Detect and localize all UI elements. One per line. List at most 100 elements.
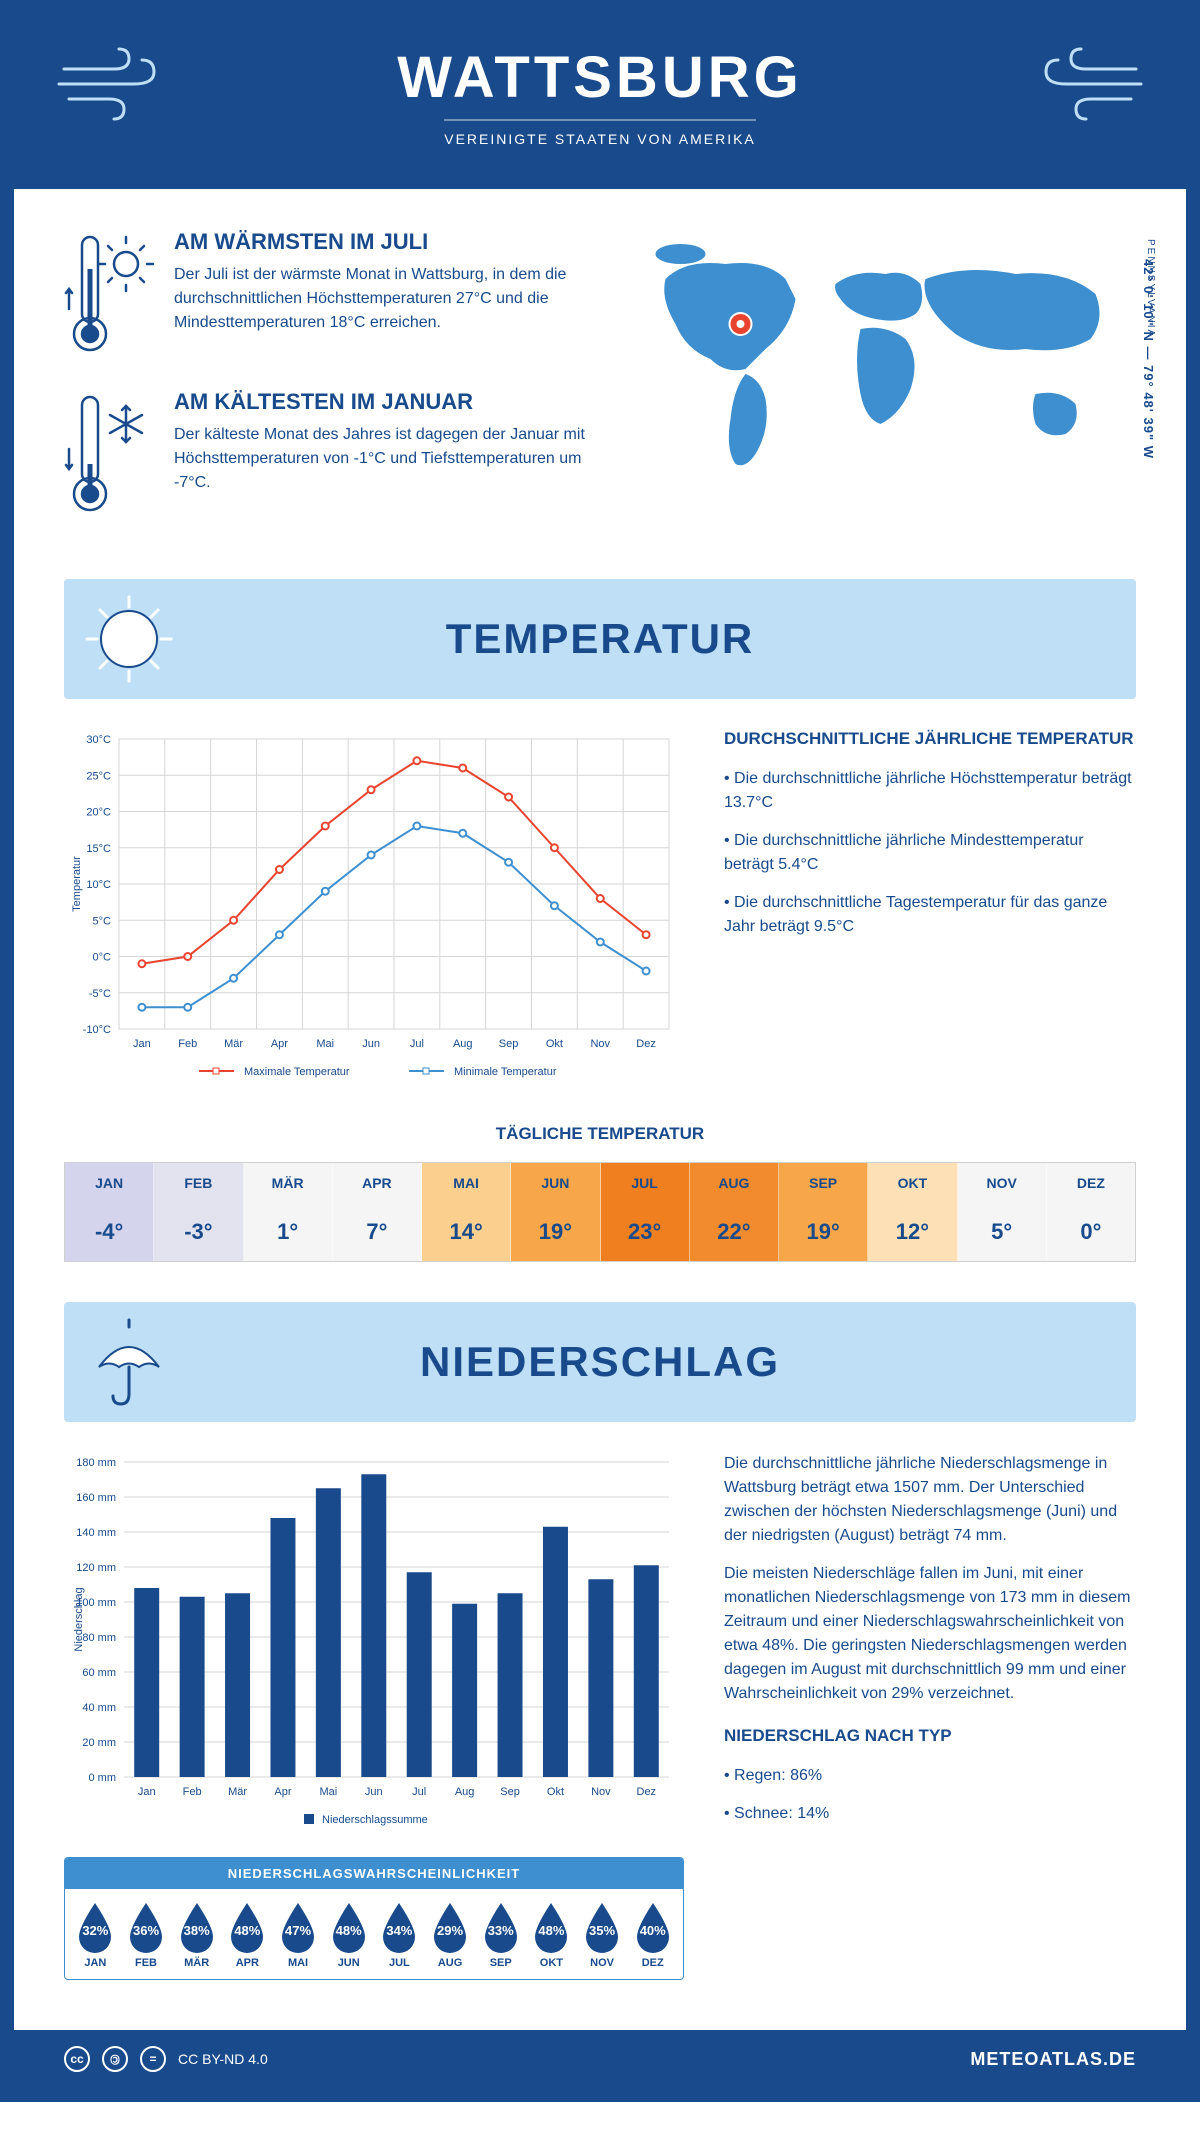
svg-text:Temperatur: Temperatur: [71, 856, 83, 912]
daily-temperature: TÄGLICHE TEMPERATUR JAN-4°FEB-3°MÄR1°APR…: [14, 1124, 1186, 1302]
drop-cell: 29%AUG: [425, 1899, 476, 1969]
svg-text:Jun: Jun: [365, 1786, 383, 1798]
thermometer-hot-icon: [64, 229, 154, 359]
svg-text:Okt: Okt: [547, 1786, 564, 1798]
temperature-line-chart: -10°C-5°C0°C5°C10°C15°C20°C25°C30°CJanFe…: [64, 729, 684, 1089]
temp-cell: JUN19°: [511, 1163, 600, 1261]
svg-text:20 mm: 20 mm: [82, 1737, 116, 1749]
temp-cell: JAN-4°: [65, 1163, 154, 1261]
wind-icon: [54, 44, 174, 124]
umbrella-icon: [79, 1312, 179, 1412]
precipitation-bar-chart: 0 mm20 mm40 mm60 mm80 mm100 mm120 mm140 …: [64, 1452, 684, 1832]
brand: METEOATLAS.DE: [970, 2049, 1136, 2070]
svg-text:Aug: Aug: [455, 1786, 475, 1798]
svg-text:160 mm: 160 mm: [76, 1492, 116, 1504]
temperature-title: TEMPERATUR: [446, 615, 755, 663]
temp-cell: JUL23°: [601, 1163, 690, 1261]
precip-type-2: • Schnee: 14%: [724, 1802, 1136, 1826]
svg-text:Nov: Nov: [591, 1786, 611, 1798]
svg-text:30°C: 30°C: [86, 734, 111, 746]
svg-text:5°C: 5°C: [93, 915, 112, 927]
precip-p2: Die meisten Niederschläge fallen im Juni…: [724, 1562, 1136, 1706]
svg-text:Aug: Aug: [453, 1038, 473, 1050]
svg-text:-10°C: -10°C: [83, 1024, 111, 1036]
svg-text:Jul: Jul: [412, 1786, 426, 1798]
warmest-text: Der Juli ist der wärmste Monat in Wattsb…: [174, 263, 585, 335]
svg-text:80 mm: 80 mm: [82, 1632, 116, 1644]
svg-text:Jul: Jul: [410, 1038, 424, 1050]
country-subtitle: VEREINIGTE STAATEN VON AMERIKA: [444, 119, 756, 147]
precipitation-probability: NIEDERSCHLAGSWAHRSCHEINLICHKEIT 32%JAN36…: [64, 1857, 684, 1980]
drop-cell: 38%MÄR: [171, 1899, 222, 1969]
svg-text:10°C: 10°C: [86, 879, 111, 891]
svg-text:Feb: Feb: [178, 1038, 197, 1050]
precip-type-title: NIEDERSCHLAG NACH TYP: [724, 1726, 1136, 1746]
temp-cell: APR7°: [333, 1163, 422, 1261]
coldest-fact: AM KÄLTESTEN IM JANUAR Der kälteste Mona…: [64, 389, 585, 519]
temp-cell: MÄR1°: [244, 1163, 333, 1261]
svg-text:Feb: Feb: [183, 1786, 202, 1798]
svg-text:Apr: Apr: [271, 1038, 288, 1050]
svg-text:Mär: Mär: [224, 1038, 243, 1050]
wind-icon: [1026, 44, 1146, 124]
precipitation-text: Die durchschnittliche jährliche Niedersc…: [724, 1452, 1136, 1980]
temp-facts-title: DURCHSCHNITTLICHE JÄHRLICHE TEMPERATUR: [724, 729, 1136, 749]
temp-cell: OKT12°: [868, 1163, 957, 1261]
svg-text:Sep: Sep: [500, 1786, 520, 1798]
world-map: [615, 229, 1136, 489]
temperature-facts: DURCHSCHNITTLICHE JÄHRLICHE TEMPERATUR •…: [724, 729, 1136, 1094]
footer: cc 🄯 = CC BY-ND 4.0 METEOATLAS.DE: [14, 2030, 1186, 2088]
svg-text:Mär: Mär: [228, 1786, 247, 1798]
svg-text:-5°C: -5°C: [89, 988, 111, 1000]
svg-text:Niederschlag: Niederschlag: [73, 1587, 85, 1651]
svg-text:Jan: Jan: [138, 1786, 156, 1798]
temp-fact-1: • Die durchschnittliche jährliche Höchst…: [724, 767, 1136, 815]
coldest-text: Der kälteste Monat des Jahres ist dagege…: [174, 423, 585, 495]
by-icon: 🄯: [102, 2046, 128, 2072]
precip-p1: Die durchschnittliche jährliche Niedersc…: [724, 1452, 1136, 1548]
svg-text:25°C: 25°C: [86, 770, 111, 782]
svg-text:Maximale Temperatur: Maximale Temperatur: [244, 1066, 350, 1078]
drop-cell: 33%SEP: [475, 1899, 526, 1969]
nd-icon: =: [140, 2046, 166, 2072]
drop-cell: 40%DEZ: [627, 1899, 678, 1969]
city-title: WATTSBURG: [34, 44, 1166, 111]
svg-text:0°C: 0°C: [93, 952, 112, 964]
warmest-title: AM WÄRMSTEN IM JULI: [174, 229, 585, 255]
drop-cell: 48%JUN: [323, 1899, 374, 1969]
drop-cell: 36%FEB: [121, 1899, 172, 1969]
svg-text:Nov: Nov: [590, 1038, 610, 1050]
svg-text:0 mm: 0 mm: [89, 1772, 117, 1784]
svg-text:60 mm: 60 mm: [82, 1667, 116, 1679]
temp-cell: AUG22°: [690, 1163, 779, 1261]
thermometer-cold-icon: [64, 389, 154, 519]
svg-text:15°C: 15°C: [86, 843, 111, 855]
svg-text:Sep: Sep: [499, 1038, 519, 1050]
svg-text:120 mm: 120 mm: [76, 1562, 116, 1574]
svg-text:Okt: Okt: [546, 1038, 563, 1050]
warmest-fact: AM WÄRMSTEN IM JULI Der Juli ist der wär…: [64, 229, 585, 359]
svg-text:Jan: Jan: [133, 1038, 151, 1050]
temp-cell: MAI14°: [422, 1163, 511, 1261]
precipitation-section-header: NIEDERSCHLAG: [64, 1302, 1136, 1422]
drop-cell: 34%JUL: [374, 1899, 425, 1969]
drop-cell: 48%OKT: [526, 1899, 577, 1969]
precip-type-1: • Regen: 86%: [724, 1764, 1136, 1788]
intro-section: AM WÄRMSTEN IM JULI Der Juli ist der wär…: [14, 189, 1186, 579]
svg-text:140 mm: 140 mm: [76, 1527, 116, 1539]
svg-text:180 mm: 180 mm: [76, 1457, 116, 1469]
temp-cell: DEZ0°: [1047, 1163, 1135, 1261]
svg-text:Apr: Apr: [274, 1786, 291, 1798]
coordinates: 42° 0' 10" N — 79° 48' 39" W: [1141, 259, 1156, 459]
drop-cell: 48%APR: [222, 1899, 273, 1969]
svg-text:Jun: Jun: [362, 1038, 380, 1050]
infographic-page: WATTSBURG VEREINIGTE STAATEN VON AMERIKA: [0, 0, 1200, 2102]
temp-cell: FEB-3°: [154, 1163, 243, 1261]
daily-temp-title: TÄGLICHE TEMPERATUR: [64, 1124, 1136, 1144]
license-text: CC BY-ND 4.0: [178, 2051, 268, 2067]
precipitation-title: NIEDERSCHLAG: [420, 1338, 780, 1386]
svg-text:Minimale Temperatur: Minimale Temperatur: [454, 1066, 557, 1078]
svg-text:40 mm: 40 mm: [82, 1702, 116, 1714]
drop-cell: 47%MAI: [273, 1899, 324, 1969]
temp-cell: SEP19°: [779, 1163, 868, 1261]
